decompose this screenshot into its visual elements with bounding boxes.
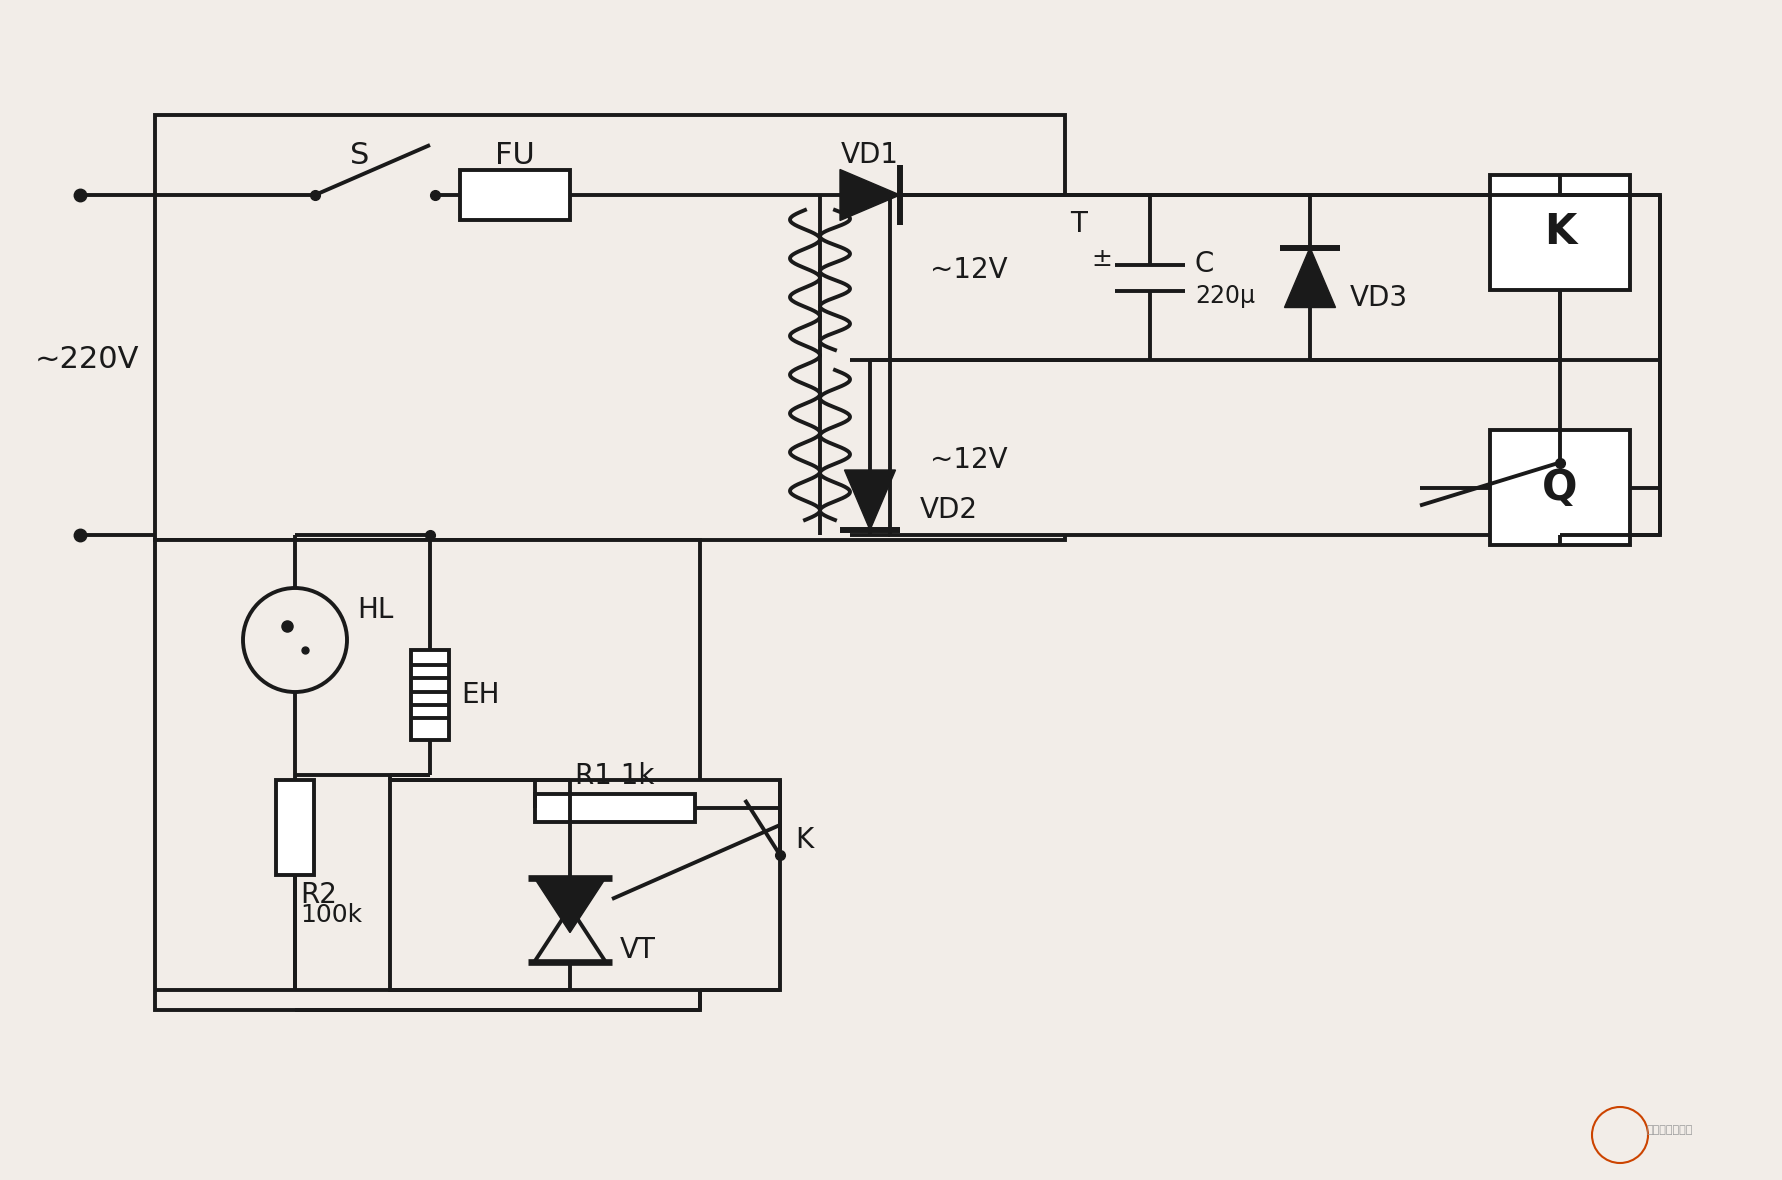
Text: R2: R2 [299, 881, 337, 909]
Text: C: C [1196, 250, 1214, 278]
Text: VD1: VD1 [841, 140, 898, 169]
Text: VT: VT [620, 936, 656, 964]
Bar [412, 650, 449, 740]
Text: S: S [351, 140, 369, 170]
Text: ~12V: ~12V [930, 446, 1007, 474]
Polygon shape [1285, 248, 1335, 308]
Bar [155, 540, 700, 1010]
Bar [535, 794, 695, 822]
Text: 220μ: 220μ [1196, 283, 1255, 308]
Text: VD2: VD2 [920, 496, 978, 524]
Text: R1 1k: R1 1k [576, 762, 654, 789]
Text: K: K [1543, 211, 1577, 254]
Bar [1490, 430, 1631, 545]
Bar [276, 780, 314, 876]
Text: K: K [795, 826, 813, 854]
Bar [460, 170, 570, 219]
Text: ~220V: ~220V [36, 346, 139, 374]
Bar [1490, 175, 1631, 290]
Polygon shape [535, 878, 606, 932]
Polygon shape [839, 170, 900, 221]
Text: Q: Q [1541, 466, 1577, 509]
Text: 100k: 100k [299, 903, 362, 927]
Text: EH: EH [462, 681, 499, 709]
Text: VD3: VD3 [1351, 283, 1408, 312]
Text: FU: FU [495, 140, 535, 170]
Polygon shape [845, 470, 896, 530]
Text: 维修电子市场网: 维修电子市场网 [1647, 1125, 1693, 1135]
Text: HL: HL [356, 596, 394, 624]
Text: T: T [1069, 210, 1087, 238]
Bar [889, 195, 1661, 535]
Bar [390, 780, 781, 990]
Text: ±: ± [1092, 248, 1112, 271]
Bar [155, 114, 1066, 540]
Text: ~12V: ~12V [930, 256, 1007, 284]
